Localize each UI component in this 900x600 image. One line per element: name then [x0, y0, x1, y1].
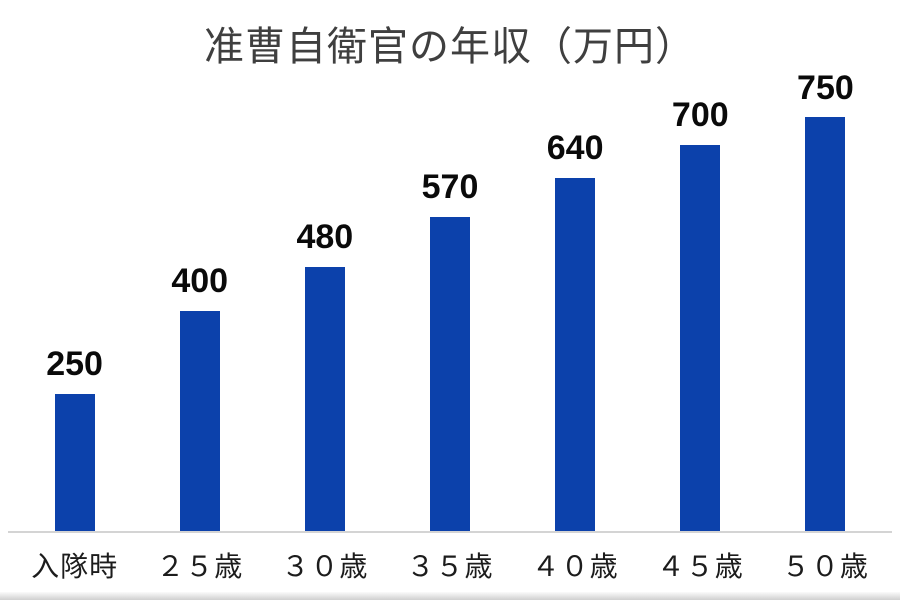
bar-column: 700	[638, 62, 763, 532]
bar	[54, 393, 95, 532]
x-tick-label: ４０歳	[531, 551, 619, 582]
bar	[179, 310, 220, 532]
x-tick-label: ２５歳	[156, 551, 244, 582]
x-tick-label: 入隊時	[31, 551, 119, 582]
x-tick-label: ４５歳	[656, 551, 744, 582]
bar	[805, 117, 846, 532]
x-tick-label: ３０歳	[281, 551, 369, 582]
bar-column: 480	[262, 62, 387, 532]
x-tick-label: ５０歳	[781, 551, 869, 582]
bar-column: 250	[12, 62, 137, 532]
x-tick-label: ３５歳	[406, 551, 494, 582]
x-axis-line	[8, 531, 892, 533]
chart-title: 准曹自衛官の年収（万円）	[204, 25, 696, 69]
bottom-edge-strip	[0, 592, 900, 600]
bar	[429, 216, 470, 532]
plot-area: 250 400 480 570 640 700 750	[12, 62, 888, 532]
value-label: 640	[546, 129, 604, 168]
bar	[680, 144, 721, 532]
bar	[304, 266, 345, 532]
bar-column: 570	[387, 62, 512, 532]
value-label: 480	[296, 217, 354, 256]
bar-column: 400	[137, 62, 262, 532]
value-label: 570	[421, 168, 479, 207]
x-axis-labels: 入隊時 ２５歳 ３０歳 ３５歳 ４０歳 ４５歳 ５０歳	[12, 545, 888, 585]
value-label: 250	[46, 345, 103, 384]
value-label: 400	[171, 262, 229, 301]
bar-column: 640	[513, 62, 638, 532]
bar-column: 750	[763, 62, 888, 532]
value-label: 750	[797, 68, 854, 107]
value-label: 700	[671, 96, 729, 135]
bar	[555, 178, 596, 532]
